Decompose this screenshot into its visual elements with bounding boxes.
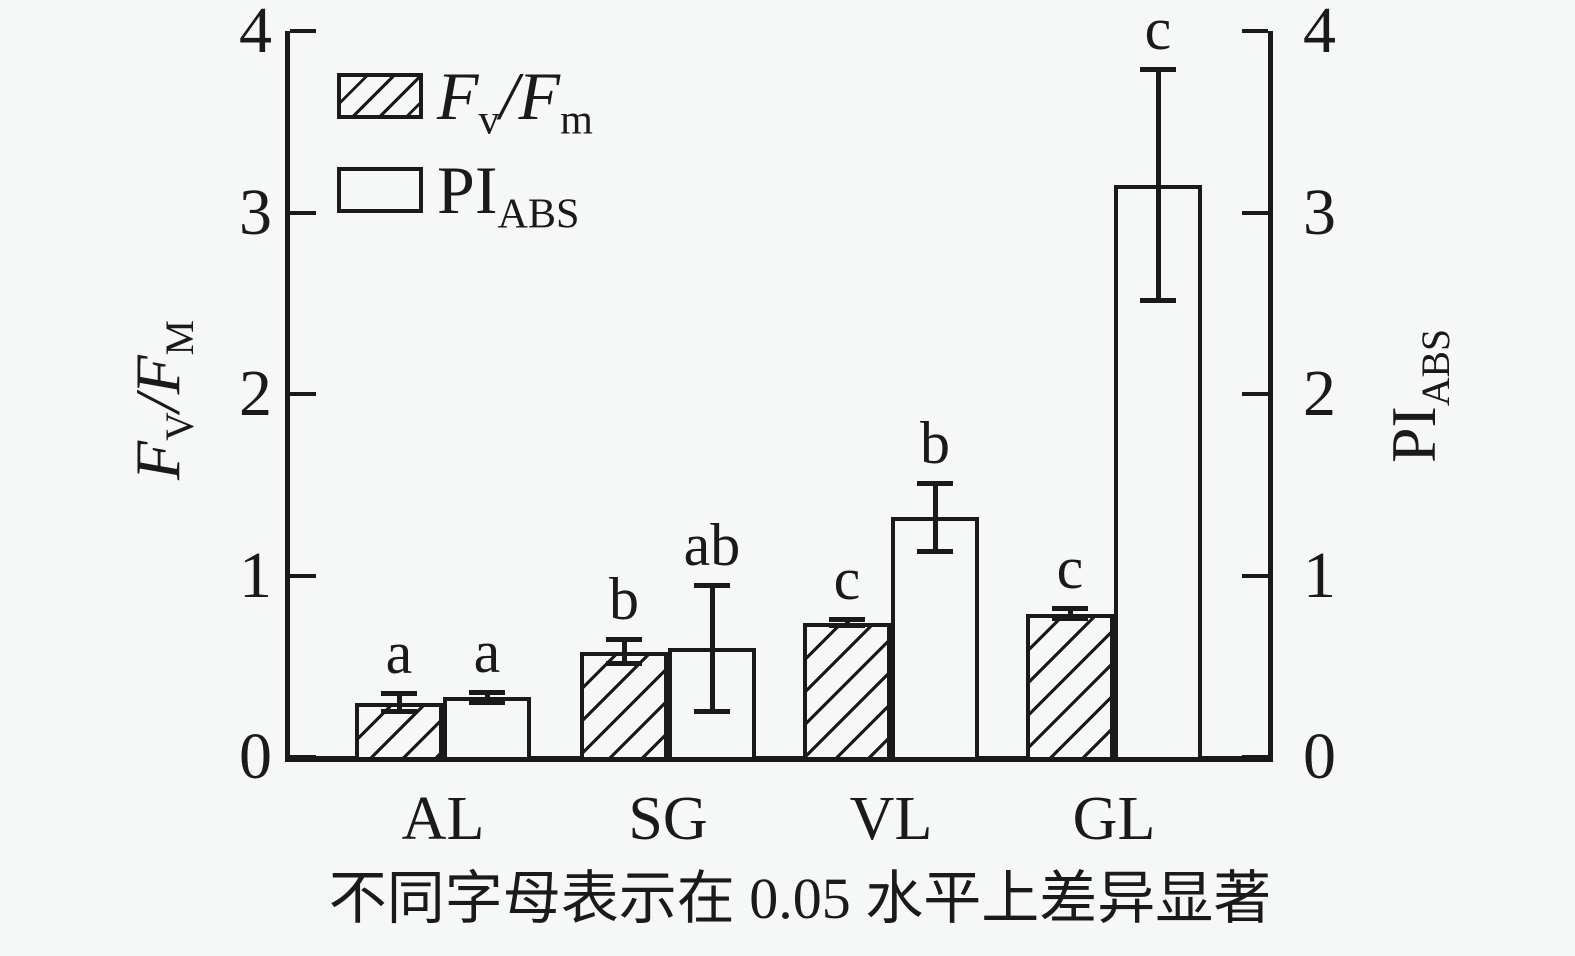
y-tick-right-1 — [1242, 573, 1268, 578]
sig-letter-piabs-al: a — [473, 618, 501, 685]
error-cap-bottom-piabs-gl — [1140, 298, 1176, 304]
y-tick-right-2 — [1242, 392, 1268, 396]
y-axis-left — [285, 31, 290, 762]
error-cap-bottom-piabs-al — [469, 699, 505, 705]
error-cap-bottom-piabs-sg — [694, 708, 730, 714]
error-cap-top-piabs-sg — [694, 582, 730, 588]
legend-label-fvfm: Fv/Fm — [437, 62, 593, 141]
error-bar-piabs-vl — [932, 482, 938, 552]
bar-fvfm-vl — [803, 622, 891, 761]
y-tick-left-1 — [290, 573, 316, 578]
bar-fvfm-sg — [580, 651, 668, 761]
sig-letter-fvfm-sg: b — [609, 566, 639, 633]
error-cap-bottom-fvfm-al — [381, 708, 417, 714]
error-bar-fvfm-gl — [1067, 608, 1073, 620]
legend-piabs-symbol: PI — [437, 152, 498, 228]
legend-fvfm-subscript-1: v — [478, 96, 500, 144]
y-tick-left-3 — [290, 210, 316, 215]
bar-fvfm-gl — [1026, 613, 1114, 761]
y-tick-label-right-3: 3 — [1303, 175, 1336, 249]
error-cap-top-fvfm-vl — [829, 617, 865, 623]
legend-item-fvfm: Fv/Fm — [337, 62, 593, 141]
y-tick-label-right-4: 4 — [1303, 0, 1336, 67]
y-tick-label-left-4: 4 — [239, 0, 272, 67]
error-cap-bottom-fvfm-vl — [829, 623, 865, 629]
y-tick-label-left-3: 3 — [239, 175, 272, 249]
x-tick-label-gl: GL — [1072, 785, 1156, 853]
y-tick-label-left-0: 0 — [239, 720, 272, 793]
sig-letter-fvfm-gl: c — [1056, 535, 1084, 602]
error-cap-top-fvfm-sg — [606, 637, 642, 643]
x-tick-label-al: AL — [401, 785, 485, 853]
sig-letter-piabs-gl: c — [1144, 0, 1172, 63]
y-tick-right-3 — [1242, 210, 1268, 215]
error-cap-top-piabs-al — [469, 689, 505, 695]
legend-swatch-hatched — [337, 73, 423, 119]
legend-fvfm-slash: / — [499, 58, 519, 134]
y-tick-label-right-0: 0 — [1303, 720, 1336, 793]
error-bar-piabs-gl — [1155, 69, 1161, 302]
y-tick-label-left-1: 1 — [239, 538, 272, 612]
figure-caption: 不同字母表示在 0.05 水平上差异显著 — [328, 866, 1272, 931]
sig-letter-fvfm-al: a — [385, 620, 413, 687]
legend-swatch-open — [337, 167, 423, 213]
error-cap-bottom-fvfm-gl — [1052, 616, 1088, 622]
y-axis-right — [1268, 31, 1273, 762]
legend-item-piabs: PIABS — [337, 156, 593, 235]
sig-letter-piabs-vl: b — [920, 409, 950, 476]
x-tick-label-sg: SG — [628, 785, 708, 853]
y-tick-right-0 — [1242, 755, 1268, 759]
error-cap-top-fvfm-al — [381, 691, 417, 697]
x-axis — [285, 756, 1273, 762]
error-cap-bottom-piabs-vl — [917, 548, 953, 554]
legend-fvfm-symbol-1: F — [437, 58, 479, 134]
error-bar-fvfm-al — [396, 693, 402, 712]
y-tick-left-0 — [290, 755, 316, 759]
y-tick-right-4 — [1242, 29, 1268, 33]
y-tick-label-left-2: 2 — [239, 357, 272, 430]
error-cap-top-fvfm-gl — [1052, 606, 1088, 612]
y-tick-left-2 — [290, 392, 316, 396]
error-bar-piabs-al — [484, 691, 490, 703]
error-cap-bottom-fvfm-sg — [606, 661, 642, 667]
legend-fvfm-subscript-2: m — [560, 96, 593, 144]
bar-piabs-al — [443, 697, 531, 761]
error-cap-top-piabs-gl — [1140, 67, 1176, 73]
error-bar-fvfm-vl — [844, 619, 850, 627]
y-tick-label-right-2: 2 — [1303, 357, 1336, 430]
error-cap-top-piabs-vl — [917, 480, 953, 486]
error-bar-fvfm-sg — [621, 639, 627, 665]
sig-letter-piabs-sg: ab — [683, 511, 741, 578]
error-bar-piabs-sg — [709, 584, 715, 712]
legend-label-piabs: PIABS — [437, 156, 579, 235]
legend-piabs-subscript: ABS — [497, 190, 580, 238]
sig-letter-fvfm-vl: c — [833, 546, 861, 613]
y-tick-label-right-1: 1 — [1303, 538, 1336, 612]
legend-fvfm-symbol-2: F — [518, 58, 561, 134]
x-tick-label-vl: VL — [849, 785, 933, 853]
y-tick-left-4 — [290, 29, 316, 33]
bar-piabs-vl — [891, 517, 979, 761]
legend: Fv/Fm PIABS — [337, 62, 593, 258]
